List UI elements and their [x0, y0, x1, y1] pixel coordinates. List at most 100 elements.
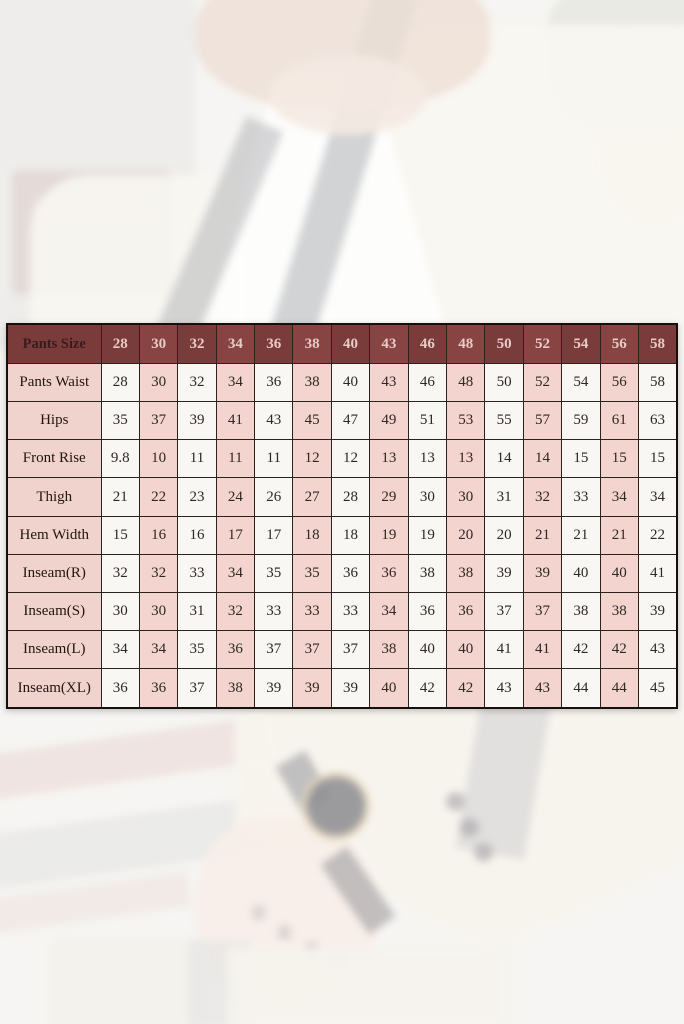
size-cell: 21	[522, 515, 563, 555]
size-cell: 36	[369, 553, 409, 593]
size-cell: 33	[177, 553, 217, 593]
table-row: Inseam(XL) 36 36 37 38 39 39 39 40 42 42 43 43 44 44 45	[6, 668, 678, 709]
size-cell: 34	[637, 477, 678, 517]
size-cell: 32	[100, 553, 140, 593]
size-cell: 33	[254, 591, 294, 632]
size-cell: 20	[484, 515, 524, 555]
size-cell: 36	[138, 668, 179, 709]
table-row: Pants Waist 28 30 32 34 36 38 40 43 46 48 50 52 54 56 5…	[6, 362, 678, 403]
size-cell: 44	[599, 668, 639, 709]
size-cell: 23	[177, 477, 217, 517]
size-cell: 42	[407, 668, 448, 709]
size-column-header: 56	[599, 323, 639, 364]
size-cell: 31	[177, 591, 217, 632]
size-cell: 29	[369, 477, 409, 517]
size-cell: 33	[292, 591, 332, 632]
size-cell: 38	[215, 668, 256, 709]
table-row: Inseam(L) 34 34 35 36 37 37 37 38 40 40 41 41 42 42 43	[6, 630, 678, 670]
size-cell: 42	[446, 668, 486, 709]
size-cell: 35	[177, 630, 217, 670]
size-cell: 34	[100, 630, 140, 670]
size-cell: 20	[446, 515, 486, 555]
size-cell: 53	[446, 401, 486, 441]
table-row: Front Rise 9.8 10 11 11 11 12 12 13 13 13 14 14 15 15 1…	[6, 439, 678, 479]
row-label: Inseam(L)	[6, 630, 102, 670]
size-cell: 42	[599, 630, 639, 670]
size-cell: 39	[330, 668, 371, 709]
size-cell: 51	[407, 401, 448, 441]
size-cell: 34	[138, 630, 179, 670]
size-cell: 52	[522, 362, 563, 403]
size-cell: 38	[369, 630, 409, 670]
table-row: Hips 35 37 39 41 43 45 47 49 51 53 55 57 59 61 63	[6, 401, 678, 441]
size-column-header: 43	[369, 323, 409, 364]
size-cell: 30	[446, 477, 486, 517]
size-column-header: 48	[446, 323, 486, 364]
table-row: Inseam(R) 32 32 33 34 35 35 36 36 38 38 39 39 40 40 41	[6, 553, 678, 593]
size-cell: 41	[637, 553, 678, 593]
size-cell: 43	[522, 668, 563, 709]
size-cell: 13	[369, 439, 409, 479]
size-column-header: 40	[330, 323, 371, 364]
size-cell: 34	[215, 553, 256, 593]
size-cell: 30	[138, 362, 179, 403]
size-cell: 43	[254, 401, 294, 441]
size-cell: 37	[254, 630, 294, 670]
size-cell: 12	[292, 439, 332, 479]
size-cell: 43	[637, 630, 678, 670]
size-cell: 32	[138, 553, 179, 593]
table-row: Inseam(S) 30 30 31 32 33 33 33 34 36 36 37 37 38 38 39	[6, 591, 678, 632]
size-cell: 15	[561, 439, 601, 479]
size-cell: 37	[484, 591, 524, 632]
size-cell: 59	[561, 401, 601, 441]
size-column-header: 46	[407, 323, 448, 364]
size-cell: 18	[330, 515, 371, 555]
size-cell: 40	[599, 553, 639, 593]
size-column-header: 28	[100, 323, 140, 364]
size-cell: 35	[100, 401, 140, 441]
row-label: Hem Width	[6, 515, 102, 555]
size-cell: 26	[254, 477, 294, 517]
size-cell: 27	[292, 477, 332, 517]
size-column-header: 34	[215, 323, 256, 364]
size-cell: 38	[292, 362, 332, 403]
size-cell: 36	[446, 591, 486, 632]
size-cell: 30	[138, 591, 179, 632]
size-cell: 36	[330, 553, 371, 593]
size-cell: 13	[407, 439, 448, 479]
size-cell: 30	[100, 591, 140, 632]
size-cell: 38	[407, 553, 448, 593]
size-cell: 42	[561, 630, 601, 670]
size-cell: 18	[292, 515, 332, 555]
size-cell: 24	[215, 477, 256, 517]
size-cell: 43	[369, 362, 409, 403]
size-cell: 14	[522, 439, 563, 479]
size-cell: 39	[254, 668, 294, 709]
size-cell: 39	[522, 553, 563, 593]
size-cell: 63	[637, 401, 678, 441]
size-cell: 41	[215, 401, 256, 441]
size-cell: 11	[254, 439, 294, 479]
table-row: Hem Width 15 16 16 17 17 18 18 19 19 20 20 21 21 21 22	[6, 515, 678, 555]
size-cell: 28	[330, 477, 371, 517]
size-cell: 21	[599, 515, 639, 555]
size-cell: 10	[138, 439, 179, 479]
size-column-header: 38	[292, 323, 332, 364]
size-cell: 37	[177, 668, 217, 709]
size-cell: 21	[561, 515, 601, 555]
size-cell: 54	[561, 362, 601, 403]
size-column-header: 52	[522, 323, 563, 364]
size-cell: 58	[637, 362, 678, 403]
size-cell: 11	[215, 439, 256, 479]
header-row: Pants Size 28 30 32 34 36 38 40 43 46 48 50 52 54 56 58	[6, 323, 678, 364]
size-cell: 16	[138, 515, 179, 555]
size-cell: 47	[330, 401, 371, 441]
size-cell: 41	[522, 630, 563, 670]
size-cell: 43	[484, 668, 524, 709]
size-cell: 50	[484, 362, 524, 403]
size-cell: 19	[369, 515, 409, 555]
size-cell: 33	[561, 477, 601, 517]
size-cell: 35	[254, 553, 294, 593]
size-cell: 40	[369, 668, 409, 709]
size-cell: 36	[215, 630, 256, 670]
